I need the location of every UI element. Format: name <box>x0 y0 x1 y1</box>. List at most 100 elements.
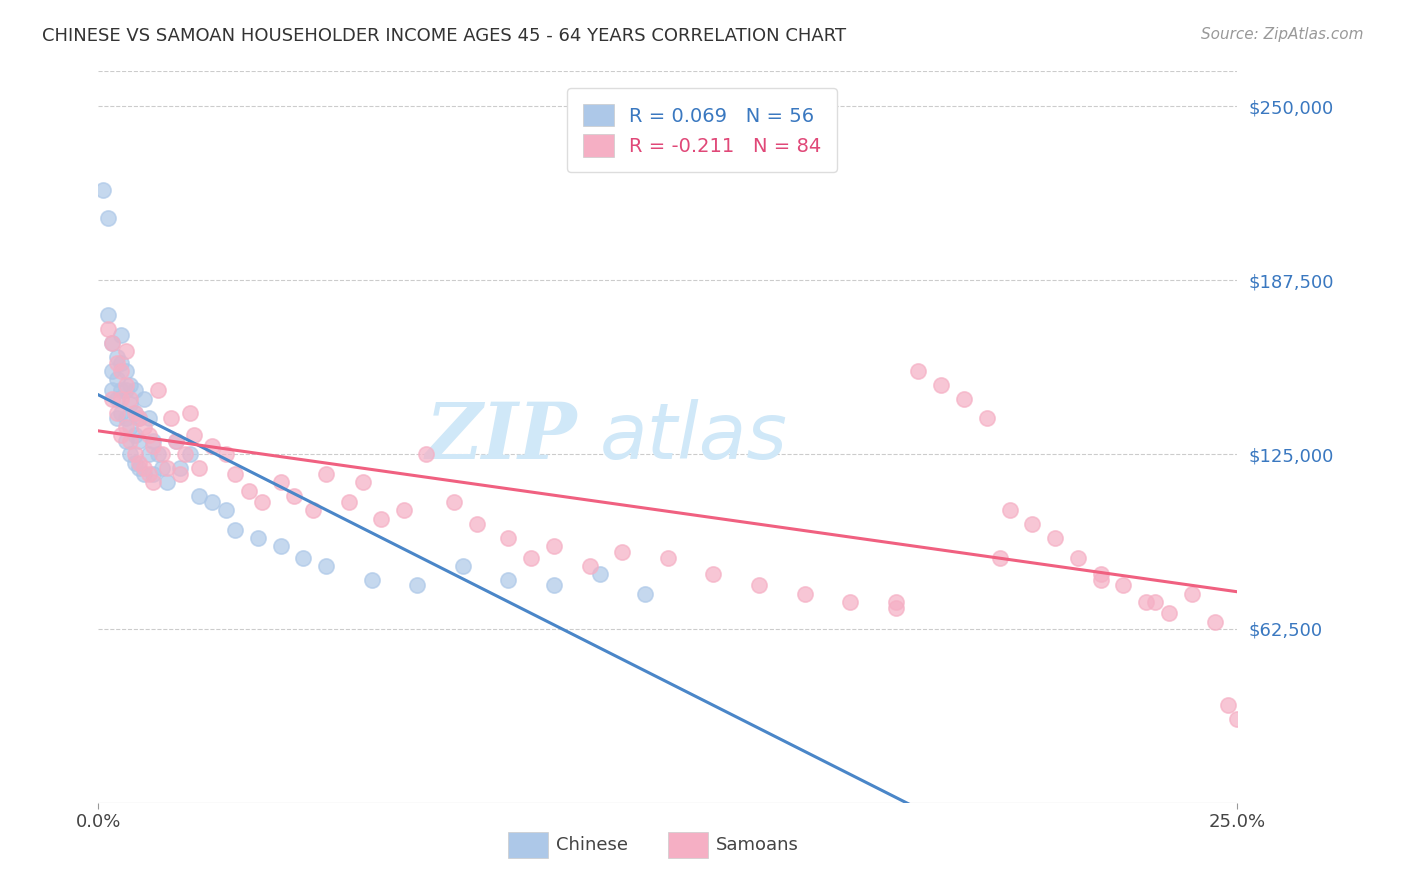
Point <box>128 434 150 448</box>
Point <box>1043 531 1066 545</box>
Point <box>138 448 160 462</box>
Point <box>124 406 146 420</box>
Point <box>498 531 520 545</box>
Point <box>839 595 862 609</box>
Point <box>124 456 146 470</box>
Point <box>101 336 124 351</box>
Point <box>128 411 150 425</box>
Point <box>588 567 610 582</box>
Point <box>1218 698 1240 713</box>
Point <box>201 439 224 453</box>
Point <box>612 545 634 559</box>
Point <box>124 384 146 398</box>
Point <box>165 434 187 448</box>
Point <box>114 434 136 448</box>
Point <box>110 392 132 406</box>
Point <box>156 461 179 475</box>
Point <box>156 475 179 490</box>
Point <box>579 558 602 573</box>
Bar <box>668 832 707 858</box>
Point <box>114 344 136 359</box>
Point <box>1112 578 1135 592</box>
Point <box>252 495 274 509</box>
Text: ZIP: ZIP <box>425 399 576 475</box>
Bar <box>509 832 548 858</box>
Point <box>1067 550 1090 565</box>
Point <box>543 578 565 592</box>
Point <box>146 384 169 398</box>
Point <box>301 503 323 517</box>
Point <box>246 531 269 545</box>
Point <box>120 392 142 406</box>
Point <box>990 550 1012 565</box>
Point <box>183 428 205 442</box>
Point <box>132 467 155 481</box>
Point <box>352 475 374 490</box>
Point <box>114 364 136 378</box>
Point <box>128 456 150 470</box>
Point <box>150 448 173 462</box>
Point <box>165 434 187 448</box>
Point <box>929 377 952 392</box>
Point <box>110 327 132 342</box>
Point <box>976 411 998 425</box>
Point <box>120 448 142 462</box>
Point <box>132 392 155 406</box>
Point <box>270 540 292 554</box>
Point <box>142 475 165 490</box>
Point <box>124 406 146 420</box>
Point <box>105 355 128 369</box>
Point <box>1144 595 1167 609</box>
Point <box>187 489 209 503</box>
Point <box>138 428 160 442</box>
Point <box>702 567 724 582</box>
Point <box>132 461 155 475</box>
Point <box>1234 503 1257 517</box>
Point <box>215 503 238 517</box>
Point <box>101 384 124 398</box>
Point <box>1021 517 1043 532</box>
Point <box>114 384 136 398</box>
Point <box>465 517 488 532</box>
Point <box>907 364 929 378</box>
Point <box>215 448 238 462</box>
Point <box>337 495 360 509</box>
Point <box>451 558 474 573</box>
Legend: R = 0.069   N = 56, R = -0.211   N = 84: R = 0.069 N = 56, R = -0.211 N = 84 <box>567 88 837 172</box>
Point <box>91 183 114 197</box>
Point <box>132 419 155 434</box>
Point <box>146 448 169 462</box>
Point <box>238 483 260 498</box>
Point <box>543 540 565 554</box>
Point <box>142 434 165 448</box>
Point <box>110 355 132 369</box>
Point <box>406 578 429 592</box>
Point <box>415 448 437 462</box>
Point <box>793 587 815 601</box>
Point <box>96 211 118 225</box>
Point <box>101 336 124 351</box>
Point <box>283 489 305 503</box>
Text: Source: ZipAtlas.com: Source: ZipAtlas.com <box>1201 27 1364 42</box>
Point <box>1244 523 1267 537</box>
Point <box>138 467 160 481</box>
Text: Chinese: Chinese <box>557 836 628 855</box>
Point <box>292 550 315 565</box>
Point <box>884 595 907 609</box>
Point <box>884 600 907 615</box>
Point <box>498 573 520 587</box>
Point <box>169 461 191 475</box>
Point <box>120 397 142 411</box>
Point <box>1157 607 1180 621</box>
Text: atlas: atlas <box>599 399 787 475</box>
Point <box>1263 550 1285 565</box>
Point <box>110 428 132 442</box>
Point <box>138 411 160 425</box>
Point <box>315 558 337 573</box>
Point <box>1181 587 1204 601</box>
Point <box>114 419 136 434</box>
Point <box>142 439 165 453</box>
Point <box>270 475 292 490</box>
Text: CHINESE VS SAMOAN HOUSEHOLDER INCOME AGES 45 - 64 YEARS CORRELATION CHART: CHINESE VS SAMOAN HOUSEHOLDER INCOME AGE… <box>42 27 846 45</box>
Point <box>179 406 201 420</box>
